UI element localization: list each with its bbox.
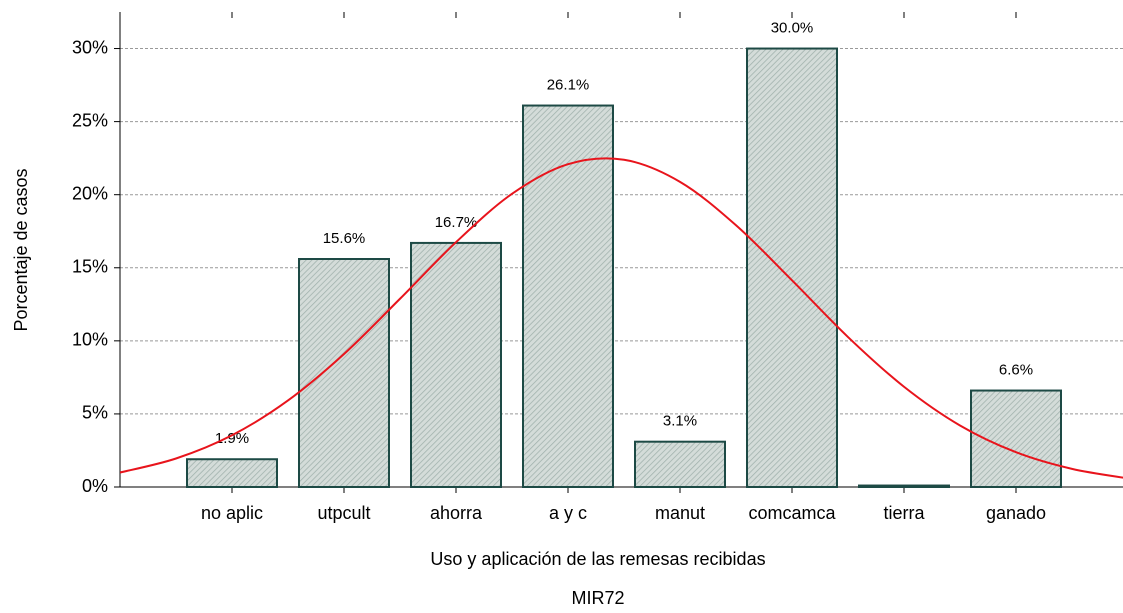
y-tick-label: 0% <box>82 476 108 496</box>
bar <box>634 440 726 489</box>
y-axis-label: Porcentaje de casos <box>11 168 31 331</box>
value-label: 26.1% <box>547 77 590 94</box>
y-tick-label: 30% <box>72 37 108 57</box>
x-tick-label: utpcult <box>317 503 370 523</box>
x-tick-label: a y c <box>549 503 587 523</box>
bar <box>522 104 614 489</box>
bar <box>410 241 502 488</box>
y-tick-label: 25% <box>72 110 108 130</box>
bar <box>858 484 950 488</box>
y-tick-label: 5% <box>82 403 108 423</box>
value-label: 30.0% <box>771 20 814 37</box>
value-label: 16.7% <box>435 214 478 231</box>
value-label: 3.1% <box>663 413 697 430</box>
y-tick-label: 20% <box>72 183 108 203</box>
y-tick-label: 15% <box>72 257 108 277</box>
x-tick-label: no aplic <box>201 503 263 523</box>
x-tick-label: comcamca <box>748 503 836 523</box>
bar <box>746 47 838 489</box>
x-tick-label: ganado <box>986 503 1046 523</box>
bar <box>298 258 390 488</box>
x-tick-label: manut <box>655 503 705 523</box>
value-label: 1.9% <box>215 430 249 447</box>
value-label: 15.6% <box>323 230 366 247</box>
y-tick-label: 10% <box>72 330 108 350</box>
subtitle: MIR72 <box>571 588 624 608</box>
x-tick-label: ahorra <box>430 503 483 523</box>
curve-group <box>120 157 1123 479</box>
x-tick-label: tierra <box>883 503 925 523</box>
x-axis-label: Uso y aplicación de las remesas recibida… <box>430 549 765 569</box>
bar <box>186 458 278 489</box>
value-label: 6.6% <box>999 362 1033 379</box>
normal-curve <box>120 157 1123 479</box>
